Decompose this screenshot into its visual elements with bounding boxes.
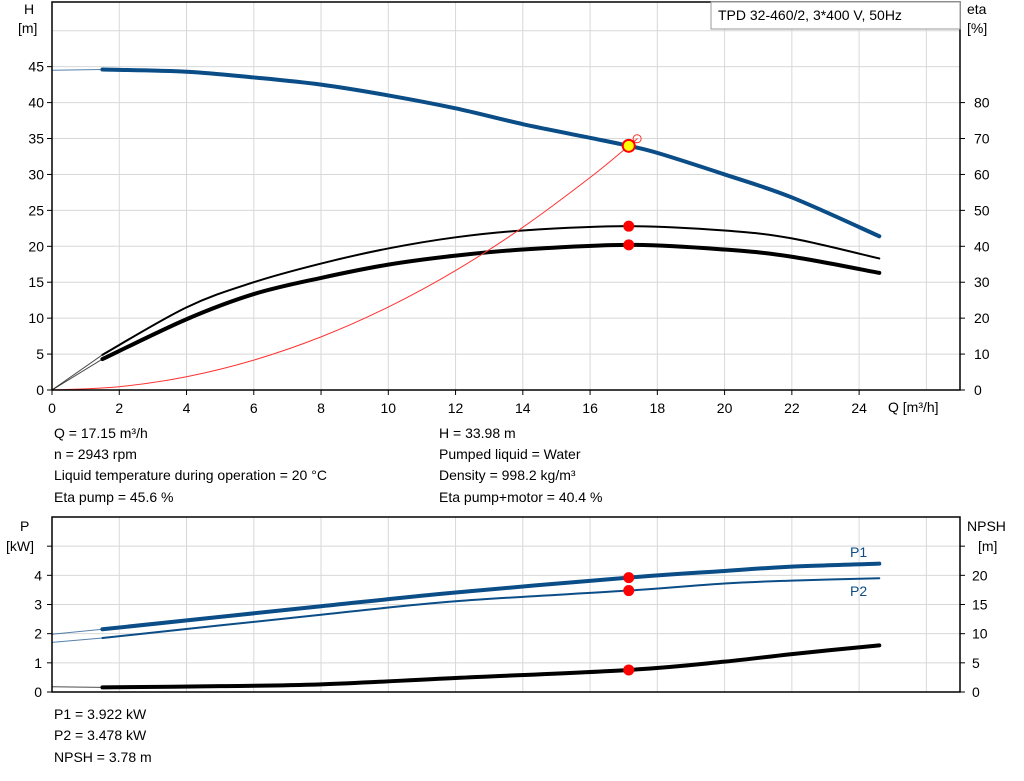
y-tick-label: 45 bbox=[28, 59, 44, 75]
system-curve bbox=[51, 138, 638, 391]
x-tick-label: 18 bbox=[650, 400, 666, 416]
y2-tick-label: 80 bbox=[974, 95, 990, 111]
info-p1: P1 = 3.922 kW bbox=[54, 706, 147, 722]
system-curve-end-marker bbox=[632, 134, 642, 144]
y2-tick-label: 30 bbox=[974, 274, 990, 290]
pump-title: TPD 32-460/2, 3*400 V, 50Hz bbox=[718, 7, 902, 23]
info-eta-pump-motor: Eta pump+motor = 40.4 % bbox=[439, 489, 602, 505]
duty-point-marker bbox=[621, 138, 636, 153]
y2-axis-label-eta: eta bbox=[967, 1, 987, 17]
p2-duty-marker bbox=[623, 585, 635, 597]
p-tick-label: 4 bbox=[34, 567, 42, 583]
y2-axis-unit-npsh: [m] bbox=[978, 538, 997, 554]
npsh-tick-label: 5 bbox=[972, 655, 980, 671]
info-eta-pump: Eta pump = 45.6 % bbox=[54, 489, 173, 505]
info-liquid: Pumped liquid = Water bbox=[439, 446, 581, 462]
y-tick-label: 20 bbox=[28, 238, 44, 254]
legend-p1: P1 bbox=[850, 544, 867, 560]
p1-curve bbox=[100, 561, 882, 632]
p-tick-label: 1 bbox=[34, 655, 42, 671]
eta-pump-motor-extrapolated bbox=[51, 358, 103, 391]
info-q: Q = 17.15 m³/h bbox=[54, 425, 148, 441]
info-temp: Liquid temperature during operation = 20… bbox=[54, 467, 327, 483]
x-tick-label: 8 bbox=[317, 400, 325, 416]
y2-tick-label: 50 bbox=[974, 202, 990, 218]
eta-pump-motor-curve bbox=[100, 242, 882, 362]
info-n: n = 2943 rpm bbox=[54, 446, 137, 462]
x-tick-label: 14 bbox=[515, 400, 531, 416]
tick-labels: 0 2 4 6 8 10 12 14 16 18 20 22 240510152025303540450… bbox=[28, 59, 989, 700]
x-tick-label: 12 bbox=[448, 400, 464, 416]
npsh-duty-marker bbox=[623, 664, 635, 676]
eta-pump-curve bbox=[101, 225, 881, 356]
p1-extrapolated bbox=[51, 628, 103, 635]
x-tick-label: 10 bbox=[381, 400, 397, 416]
y2-tick-label: 20 bbox=[974, 310, 990, 326]
y-tick-label: 30 bbox=[28, 166, 44, 182]
y-axis-unit-p: [kW] bbox=[6, 538, 34, 554]
eta-pump-extrapolated bbox=[51, 354, 103, 391]
info-density: Density = 998.2 kg/m³ bbox=[439, 467, 576, 483]
head-curve bbox=[100, 67, 882, 239]
y-tick-label: 0 bbox=[36, 382, 44, 398]
x-tick-label: 2 bbox=[115, 400, 123, 416]
info-p2: P2 = 3.478 kW bbox=[54, 727, 147, 743]
info-h: H = 33.98 m bbox=[439, 425, 516, 441]
y2-tick-label: 10 bbox=[974, 346, 990, 362]
x-tick-label: 20 bbox=[717, 400, 733, 416]
eta-pump-duty-marker bbox=[623, 220, 635, 232]
top-plot-frame bbox=[51, 1, 961, 391]
x-tick-label: 6 bbox=[250, 400, 258, 416]
info-npsh: NPSH = 3.78 m bbox=[54, 749, 152, 765]
y-axis-unit-h: [m] bbox=[18, 20, 37, 36]
x-tick-label: 24 bbox=[851, 400, 867, 416]
x-tick-label: 0 bbox=[48, 400, 56, 416]
y-tick-label: 35 bbox=[28, 131, 44, 147]
p1-duty-marker bbox=[623, 572, 635, 584]
p-tick-label: 3 bbox=[34, 597, 42, 613]
npsh-extrapolated bbox=[51, 686, 103, 688]
y-axis-label-p: P bbox=[20, 518, 29, 534]
npsh-tick-label: 20 bbox=[972, 567, 988, 583]
npsh-curve bbox=[100, 643, 882, 690]
y2-tick-label: 70 bbox=[974, 131, 990, 147]
y-tick-label: 15 bbox=[28, 274, 44, 290]
y-tick-label: 25 bbox=[28, 202, 44, 218]
y-tick-label: 5 bbox=[36, 346, 44, 362]
y2-tick-label: 0 bbox=[974, 382, 982, 398]
x-axis-label: Q [m³/h] bbox=[888, 399, 939, 415]
npsh-tick-label: 10 bbox=[972, 626, 988, 642]
eta-pump-motor-duty-marker bbox=[623, 239, 635, 251]
y-tick-label: 40 bbox=[28, 95, 44, 111]
p-tick-label: 2 bbox=[34, 626, 42, 642]
curves bbox=[51, 67, 882, 690]
head-extrapolated bbox=[51, 69, 103, 71]
npsh-tick-label: 0 bbox=[972, 684, 980, 700]
x-tick-label: 16 bbox=[582, 400, 598, 416]
y2-tick-label: 60 bbox=[974, 166, 990, 182]
x-tick-label: 4 bbox=[183, 400, 191, 416]
y2-axis-label-npsh: NPSH bbox=[967, 518, 1006, 534]
npsh-tick-label: 15 bbox=[972, 597, 988, 613]
x-tick-label: 22 bbox=[784, 400, 800, 416]
y2-tick-label: 40 bbox=[974, 238, 990, 254]
title-box bbox=[710, 1, 961, 30]
y2-axis-unit-eta: [%] bbox=[967, 20, 987, 36]
legend-p2: P2 bbox=[850, 583, 867, 599]
bottom-grid bbox=[52, 517, 960, 692]
y-axis-label-h: H bbox=[24, 1, 34, 17]
p2-extrapolated bbox=[51, 637, 103, 643]
p-tick-label: 0 bbox=[34, 684, 42, 700]
axes bbox=[47, 1, 965, 693]
top-grid bbox=[52, 2, 960, 390]
p2-curve bbox=[101, 577, 881, 640]
y-tick-label: 10 bbox=[28, 310, 44, 326]
